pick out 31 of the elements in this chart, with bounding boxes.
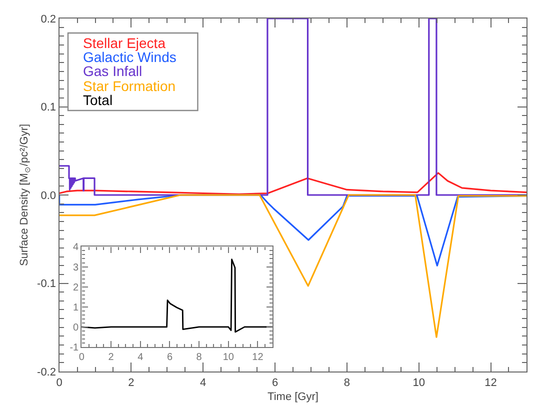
y-tick-label: 1 — [73, 302, 80, 314]
x-tick-label: 2 — [128, 376, 134, 389]
x-tick-label: 4 — [138, 352, 144, 364]
y-tick-label: 4 — [73, 242, 80, 254]
y-tick-label: 3 — [73, 262, 80, 274]
line-series — [59, 194, 527, 338]
line-series — [82, 258, 272, 333]
text: Gas Infall — [83, 63, 142, 79]
y-tick-label: -1 — [70, 342, 80, 354]
x-tick-label: 8 — [344, 376, 350, 389]
y-tick-label: 2 — [73, 282, 80, 294]
text: Stellar Ejecta — [83, 35, 166, 51]
x-tick-label: 6 — [272, 376, 278, 389]
line-series — [59, 172, 527, 195]
x-tick-label: 10 — [222, 352, 234, 364]
x-axis-title: Time [Gyr] — [268, 391, 318, 403]
x-tick-label: 12 — [252, 352, 264, 364]
text: Star Formation — [83, 78, 176, 94]
x-tick-label: 4 — [200, 376, 206, 389]
y-tick-label: 0.1 — [40, 102, 56, 114]
y-tick-label: -0.2 — [37, 366, 56, 378]
y-tick-label: -0.1 — [37, 278, 56, 290]
x-tick-label: 2 — [108, 352, 114, 364]
x-tick-label: 10 — [412, 376, 425, 389]
x-tick-label: 12 — [484, 376, 497, 389]
x-tick-label: 6 — [166, 352, 173, 364]
x-tick-label: 8 — [196, 352, 202, 364]
y-tick-label: 0 — [73, 322, 80, 334]
text: Total — [83, 92, 113, 108]
y-tick-label: 0.2 — [40, 13, 56, 26]
y-tick-label: 0.0 — [40, 190, 56, 202]
